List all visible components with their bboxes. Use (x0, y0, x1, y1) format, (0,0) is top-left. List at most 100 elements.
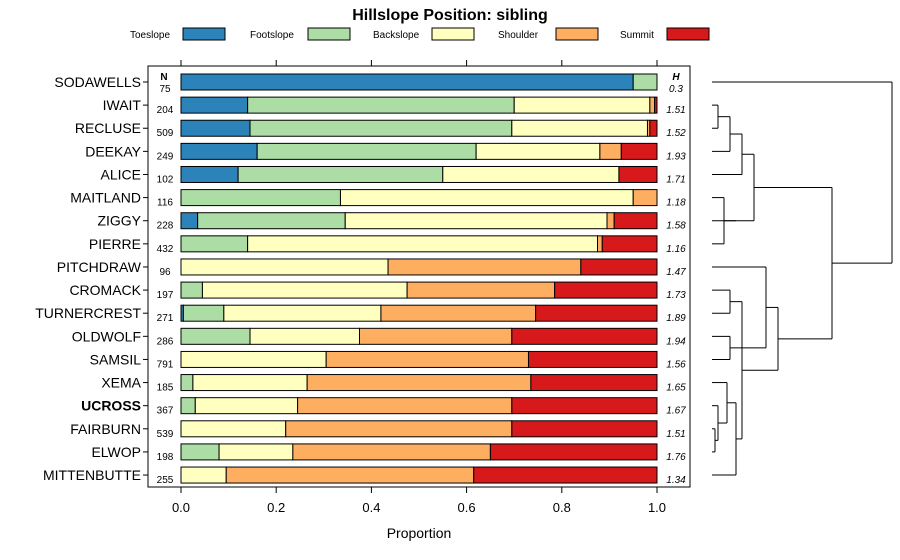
n-value: 96 (159, 267, 171, 278)
category-label: MITTENBUTTE (43, 467, 141, 483)
h-value: 1.89 (666, 313, 686, 324)
legend-label-backslope: Backslope (373, 30, 420, 41)
bar-segment-footslope (249, 119, 513, 137)
bar-segment-toeslope (180, 142, 258, 160)
h-value: 1.76 (666, 452, 686, 463)
h-value: 1.34 (666, 475, 686, 486)
legend-label-footslope: Footslope (250, 30, 294, 41)
bar-segment-backslope (247, 235, 598, 253)
bar-segment-backslope (249, 327, 361, 345)
legend-swatch-summit (666, 27, 710, 41)
h-value: 1.94 (666, 336, 686, 347)
bar-segment-footslope (237, 165, 444, 183)
category-label: SODAWELLS (54, 74, 141, 90)
category-label: XEMA (101, 375, 141, 391)
category-label: IWAIT (103, 97, 142, 113)
x-tick-label: 0.0 (172, 500, 190, 515)
h-value: 1.51 (666, 105, 685, 116)
bar-segment-backslope (513, 96, 651, 114)
n-value: 75 (159, 84, 171, 95)
bar-segment-summit (618, 165, 658, 183)
bar-segment-backslope (194, 397, 299, 415)
bar-segment-footslope (180, 397, 196, 415)
bar-segment-summit (649, 119, 658, 137)
n-value: 367 (157, 406, 174, 417)
h-value: 1.16 (666, 244, 686, 255)
legend-swatch-shoulder (555, 27, 599, 41)
legend-swatch-backslope (431, 27, 475, 41)
category-label: DEEKAY (85, 143, 141, 159)
legend-label-toeslope: Toeslope (130, 30, 170, 41)
n-value: 271 (157, 313, 174, 324)
n-value: 197 (157, 290, 174, 301)
bar-segment-summit (530, 374, 658, 392)
x-tick-label: 0.2 (267, 500, 285, 515)
h-value: 1.65 (666, 383, 686, 394)
legend-swatch-toeslope (182, 27, 226, 41)
n-value: 509 (157, 128, 174, 139)
legend-swatch-footslope (307, 27, 351, 41)
bar-segment-footslope (180, 374, 194, 392)
bar-segment-summit (473, 466, 658, 484)
bar-segment-footslope (632, 73, 658, 91)
bar-segment-summit (613, 212, 658, 230)
n-value: 432 (157, 244, 174, 255)
bar-segment-backslope (201, 281, 408, 299)
n-value: 255 (157, 475, 174, 486)
n-value: 249 (157, 151, 174, 162)
plot-frame (147, 65, 691, 488)
bar-segment-summit (535, 304, 658, 322)
n-value: 539 (157, 429, 174, 440)
bar-segment-shoulder (649, 96, 656, 114)
bar-segment-summit (511, 327, 658, 345)
bar-segment-shoulder (597, 235, 603, 253)
n-value: 204 (157, 105, 174, 116)
chart-title: Hillslope Position: sibling (352, 7, 548, 24)
h-value: 1.58 (666, 221, 686, 232)
bar-segment-summit (601, 235, 658, 253)
bar-segment-footslope (180, 281, 203, 299)
bar-segment-summit (527, 350, 658, 368)
bar-segment-toeslope (180, 212, 199, 230)
legend-label-shoulder: Shoulder (498, 30, 539, 41)
bar-segment-summit (511, 420, 658, 438)
bar-segment-toeslope (180, 73, 634, 91)
bar-segment-backslope (180, 258, 389, 276)
legend-label-summit: Summit (620, 30, 654, 41)
bar-segment-shoulder (632, 189, 658, 207)
h-column-header: H (672, 72, 680, 83)
bar-segment-footslope (180, 235, 249, 253)
bar-segment-footslope (180, 443, 220, 461)
bar-segment-backslope (511, 119, 648, 137)
bar-segment-shoulder (599, 142, 622, 160)
category-label: ELWOP (91, 444, 141, 460)
bar-segment-backslope (442, 165, 620, 183)
h-value: 1.56 (666, 359, 686, 370)
n-value: 198 (157, 452, 174, 463)
category-label: TURNERCREST (35, 305, 141, 321)
n-column-header: N (160, 72, 167, 83)
category-label: RECLUSE (75, 120, 141, 136)
bar-segment-shoulder (406, 281, 556, 299)
bar-segment-shoulder (285, 420, 513, 438)
category-label: PIERRE (89, 236, 141, 252)
n-value: 116 (157, 198, 173, 209)
bar-segment-backslope (180, 350, 327, 368)
h-value: 1.47 (666, 267, 686, 278)
bar-segment-footslope (256, 142, 477, 160)
bar-segment-backslope (475, 142, 601, 160)
bar-segment-footslope (197, 212, 346, 230)
bar-segment-shoulder (380, 304, 537, 322)
bar-segment-shoulder (306, 374, 532, 392)
category-label: OLDWOLF (72, 328, 141, 344)
n-value: 286 (157, 336, 174, 347)
h-value: 1.73 (666, 290, 686, 301)
bar-segment-footslope (182, 304, 225, 322)
n-value: 185 (157, 383, 174, 394)
bar-segment-shoulder (292, 443, 491, 461)
bar-segment-shoulder (359, 327, 513, 345)
h-value: 1.93 (666, 151, 686, 162)
n-value: 791 (157, 359, 174, 370)
bar-segment-shoulder (325, 350, 529, 368)
bar-segment-toeslope (180, 96, 249, 114)
